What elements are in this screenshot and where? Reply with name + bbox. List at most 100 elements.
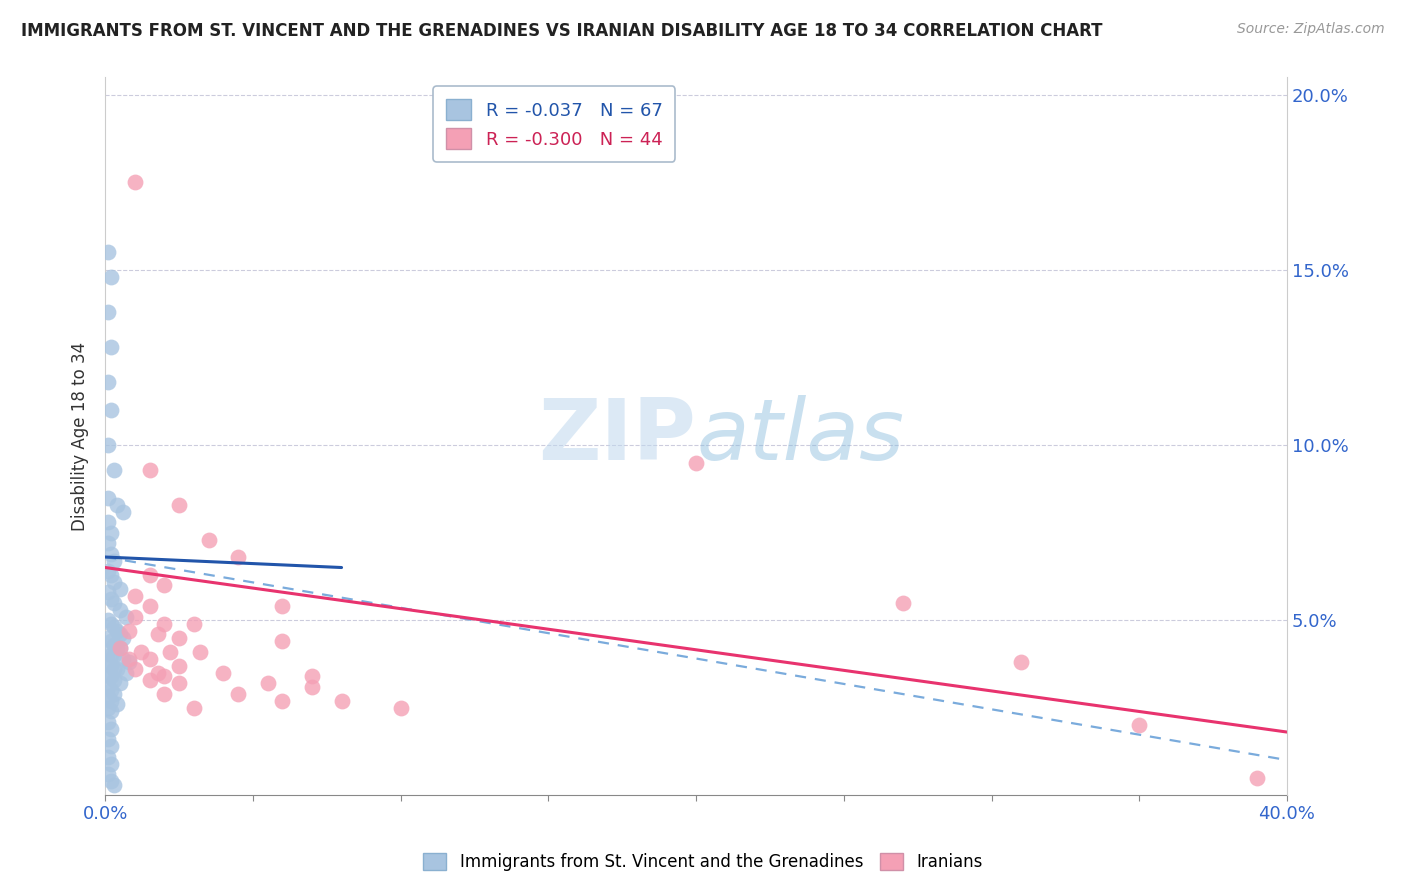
Point — [138, 651, 160, 665]
Point — [97, 375, 120, 389]
Point — [108, 676, 131, 690]
Legend: Immigrants from St. Vincent and the Grenadines, Iranians: Immigrants from St. Vincent and the Gren… — [415, 845, 991, 880]
Point — [124, 609, 146, 624]
Point — [100, 547, 122, 561]
Point — [330, 693, 353, 707]
Point — [271, 599, 294, 613]
Point — [100, 683, 122, 698]
Point — [226, 549, 249, 564]
Point — [97, 631, 120, 645]
Point — [100, 340, 122, 354]
Point — [685, 456, 707, 470]
Point — [97, 732, 120, 747]
Point — [100, 525, 122, 540]
Point — [97, 491, 120, 505]
Point — [97, 613, 120, 627]
Point — [100, 592, 122, 607]
Point — [111, 631, 134, 645]
Point — [105, 641, 128, 656]
Point — [108, 641, 131, 656]
Point — [111, 651, 134, 665]
Point — [97, 305, 120, 319]
Point — [100, 648, 122, 662]
Text: IMMIGRANTS FROM ST. VINCENT AND THE GRENADINES VS IRANIAN DISABILITY AGE 18 TO 3: IMMIGRANTS FROM ST. VINCENT AND THE GREN… — [21, 22, 1102, 40]
Point — [100, 693, 122, 707]
Point — [100, 634, 122, 648]
Point — [103, 574, 125, 589]
Y-axis label: Disability Age 18 to 34: Disability Age 18 to 34 — [72, 342, 89, 531]
Point — [271, 693, 294, 707]
Point — [124, 662, 146, 676]
Point — [301, 669, 323, 683]
Point — [183, 700, 205, 714]
Point — [167, 658, 190, 673]
Point — [108, 627, 131, 641]
Point — [891, 595, 914, 609]
Point — [97, 714, 120, 729]
Point — [97, 515, 120, 529]
Point — [108, 602, 131, 616]
Point — [148, 665, 170, 680]
Point — [118, 655, 141, 669]
Point — [103, 462, 125, 476]
Point — [97, 767, 120, 781]
Text: ZIP: ZIP — [538, 395, 696, 478]
Point — [129, 644, 152, 658]
Point — [197, 533, 219, 547]
Point — [153, 578, 176, 592]
Point — [100, 567, 122, 582]
Point — [105, 498, 128, 512]
Point — [97, 536, 120, 550]
Point — [389, 700, 412, 714]
Point — [100, 704, 122, 718]
Point — [153, 687, 176, 701]
Point — [100, 774, 122, 789]
Point — [108, 641, 131, 656]
Point — [108, 582, 131, 596]
Point — [212, 665, 235, 680]
Point — [159, 644, 181, 658]
Point — [118, 651, 141, 665]
Point — [105, 662, 128, 676]
Point — [97, 669, 120, 683]
Point — [138, 599, 160, 613]
Point — [111, 504, 134, 518]
Point — [138, 567, 160, 582]
Point — [100, 616, 122, 631]
Point — [103, 778, 125, 792]
Text: Source: ZipAtlas.com: Source: ZipAtlas.com — [1237, 22, 1385, 37]
Point — [97, 655, 120, 669]
Point — [103, 638, 125, 652]
Point — [167, 676, 190, 690]
Point — [100, 756, 122, 771]
Point — [103, 673, 125, 687]
Point — [138, 462, 160, 476]
Point — [97, 749, 120, 764]
Point — [97, 700, 120, 714]
Point — [97, 680, 120, 694]
Point — [167, 631, 190, 645]
Point — [153, 669, 176, 683]
Point — [115, 665, 138, 680]
Point — [271, 634, 294, 648]
Text: atlas: atlas — [696, 395, 904, 478]
Point — [124, 589, 146, 603]
Point — [97, 585, 120, 599]
Point — [301, 680, 323, 694]
Point — [103, 595, 125, 609]
Point — [124, 176, 146, 190]
Point — [1010, 655, 1032, 669]
Point — [97, 690, 120, 704]
Point — [148, 627, 170, 641]
Point — [103, 553, 125, 567]
Point — [97, 564, 120, 578]
Point — [105, 624, 128, 638]
Point — [97, 438, 120, 452]
Point — [103, 687, 125, 701]
Point — [103, 662, 125, 676]
Point — [118, 624, 141, 638]
Legend: R = -0.037   N = 67, R = -0.300   N = 44: R = -0.037 N = 67, R = -0.300 N = 44 — [433, 87, 675, 161]
Point — [103, 648, 125, 662]
Point — [97, 644, 120, 658]
Point — [226, 687, 249, 701]
